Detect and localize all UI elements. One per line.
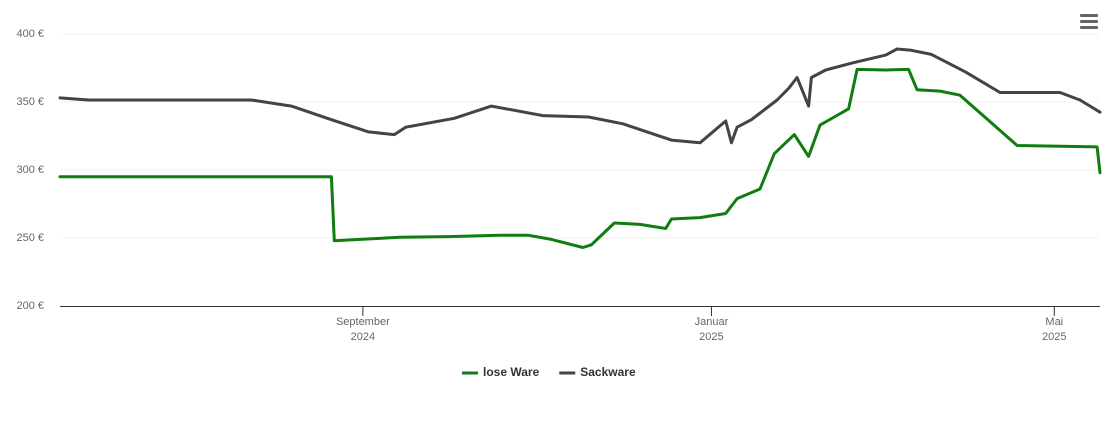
series-line <box>58 67 1102 249</box>
menu-bar <box>1080 20 1098 23</box>
y-tick-label: 400 € <box>16 28 44 40</box>
y-tick-label: 350 € <box>16 96 44 108</box>
menu-button[interactable] <box>1080 14 1098 29</box>
legend-label: lose Ware <box>483 365 540 379</box>
y-tick-label: 300 € <box>16 164 44 176</box>
x-tick-label: 2025 <box>1042 331 1066 343</box>
legend: lose Ware Sackware <box>462 365 636 379</box>
menu-bar <box>1080 14 1098 17</box>
x-tick-label: September <box>336 316 390 328</box>
x-tick-label: 2025 <box>699 331 723 343</box>
series-line <box>58 47 1102 145</box>
x-tick-label: Januar <box>695 316 729 328</box>
menu-bar <box>1080 26 1098 29</box>
y-tick-label: 200 € <box>16 300 44 312</box>
x-tick-label: 2024 <box>351 331 375 343</box>
legend-item[interactable]: lose Ware <box>462 365 540 379</box>
legend-label: Sackware <box>580 365 636 379</box>
y-tick-label: 250 € <box>16 232 44 244</box>
x-tick-label: Mai <box>1045 316 1063 328</box>
legend-item[interactable]: Sackware <box>559 365 636 379</box>
